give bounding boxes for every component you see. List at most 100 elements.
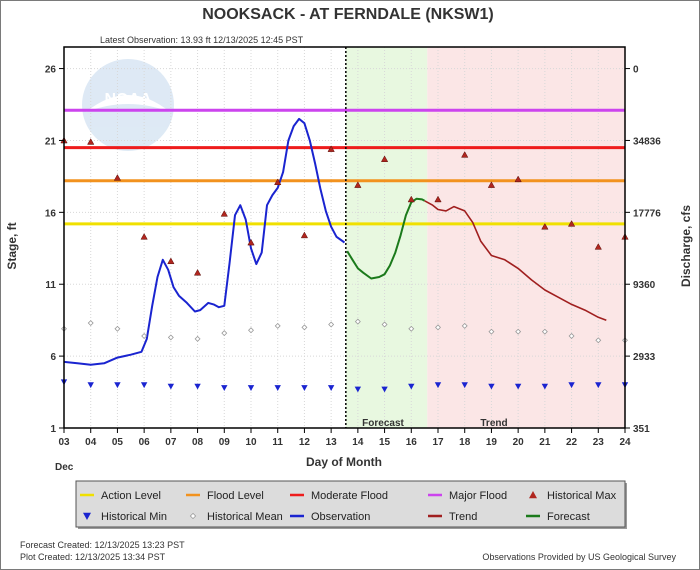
historical-mean-point — [248, 327, 254, 334]
historical-max-point — [487, 181, 496, 188]
historical-min-point — [381, 386, 388, 393]
historical-mean-point — [87, 320, 94, 327]
plot-created: Plot Created: 12/13/2025 13:34 PST — [20, 552, 166, 562]
forecast-zones — [345, 47, 625, 428]
historical-min-point — [167, 383, 175, 390]
y2-axis-label: Discharge, cfs — [679, 205, 693, 287]
historical-min-point — [194, 383, 201, 390]
historical-min-point — [87, 382, 94, 389]
trend-zone — [427, 47, 625, 428]
legend-label-historical-mean: Historical Mean — [207, 511, 283, 523]
x-tick-label-10: 10 — [245, 437, 257, 448]
noaa-logo-circle — [82, 59, 174, 151]
noaa-logo-text: NOAA — [104, 91, 152, 108]
x-tick-label-12: 12 — [299, 437, 311, 448]
historical-max-point — [380, 155, 389, 162]
trend-zone-label: Trend — [480, 418, 507, 429]
historical-mean-point — [274, 322, 281, 329]
forecast-line — [346, 197, 426, 280]
historical-mean-point — [381, 321, 388, 328]
y-tick-label-6: 6 — [50, 352, 56, 363]
x-axis-label: Day of Month — [306, 455, 382, 469]
legend-swatch-historical-min — [83, 512, 91, 520]
historical-mean-point — [141, 333, 148, 339]
historical-min-point — [488, 383, 495, 390]
historical-max-point — [327, 145, 335, 152]
historical-min-point — [114, 382, 121, 389]
historical-max-point — [567, 220, 576, 227]
historical-mean-point — [328, 321, 335, 328]
x-tick-label-20: 20 — [513, 437, 525, 448]
historical-min-point — [327, 385, 335, 391]
historical-max-point — [87, 138, 95, 145]
historical-max-point — [594, 243, 602, 250]
noaa-logo-bird — [86, 95, 170, 112]
historical-min-point — [221, 385, 228, 391]
legend-swatch-historical-mean — [189, 512, 197, 520]
latest-observation: Latest Observation: 13.93 ft 12/13/2025 … — [100, 35, 304, 45]
historical-max-point — [407, 195, 415, 203]
legend-label-historical-min: Historical Min — [101, 511, 167, 523]
historical-min-point — [301, 385, 308, 391]
x-tick-label-07: 07 — [165, 437, 177, 448]
x-tick-label-16: 16 — [406, 437, 418, 448]
historical-markers — [60, 136, 629, 393]
historical-min-point — [274, 385, 281, 391]
historical-max-point — [354, 181, 362, 188]
legend-label-forecast: Forecast — [547, 511, 590, 523]
y2-tick-label-0: 0 — [633, 65, 639, 76]
historical-mean-point — [408, 325, 415, 332]
historical-min-point — [408, 383, 415, 390]
x-tick-label-08: 08 — [192, 437, 204, 448]
historical-max-point — [113, 174, 122, 181]
historical-mean-point — [461, 322, 468, 329]
x-tick-label-21: 21 — [539, 437, 551, 448]
forecast-created: Forecast Created: 12/13/2025 13:23 PST — [20, 540, 185, 550]
x-tick-label-19: 19 — [486, 437, 498, 448]
x-tick-label-15: 15 — [379, 437, 391, 448]
legend-label-trend: Trend — [449, 511, 477, 523]
historical-max-point — [514, 175, 522, 183]
historical-min-point — [461, 382, 468, 389]
threshold-lines — [64, 108, 625, 226]
x-tick-label-13: 13 — [326, 437, 338, 448]
x-tick-label-22: 22 — [566, 437, 578, 448]
historical-mean-point — [167, 334, 174, 341]
historical-min-point — [514, 383, 522, 390]
historical-max-point — [274, 178, 282, 185]
y2-tick-label-17776: 17776 — [633, 208, 661, 219]
x-tick-label-04: 04 — [85, 437, 97, 448]
historical-mean-point — [595, 337, 602, 344]
historical-max-point — [541, 223, 549, 230]
historical-max-point — [140, 233, 148, 240]
y2-tick-label-2933: 2933 — [633, 352, 656, 363]
y-axis-label: Stage, ft — [5, 222, 19, 269]
historical-max-point — [193, 269, 202, 276]
historical-min-point — [140, 382, 148, 389]
y2-tick-label-351: 351 — [633, 424, 650, 435]
observation-line — [63, 117, 346, 366]
historical-min-point — [434, 382, 442, 389]
historical-mean-point — [354, 318, 361, 325]
historical-mean-point — [515, 328, 522, 335]
x-tick-label-03: 03 — [58, 437, 70, 448]
historical-max-point — [461, 151, 469, 158]
noaa-watermark: NOAA — [82, 59, 174, 151]
legend-label-historical-max: Historical Max — [547, 490, 617, 502]
x-tick-label-18: 18 — [459, 437, 471, 448]
historical-min-point — [541, 383, 549, 390]
x-tick-label-14: 14 — [352, 437, 364, 448]
historical-min-point — [595, 382, 602, 389]
y-tick-label-26: 26 — [45, 65, 57, 76]
x-tick-label-06: 06 — [139, 437, 151, 448]
historical-min-point — [247, 385, 255, 391]
historical-mean-point — [194, 335, 201, 342]
historical-mean-point — [435, 324, 441, 331]
y-tick-label-11: 11 — [45, 280, 56, 291]
historical-max-point — [220, 210, 228, 217]
axes: 03 04 05 06 07 08 09 10 11 12 13 14 15 16 17 18 19 20 21 22… — [45, 46, 661, 448]
data-credit: Observations Provided by US Geological S… — [482, 552, 676, 562]
historical-min-point — [568, 382, 575, 389]
historical-max-point — [434, 195, 442, 203]
forecast-zone-label: Forecast — [362, 418, 404, 429]
